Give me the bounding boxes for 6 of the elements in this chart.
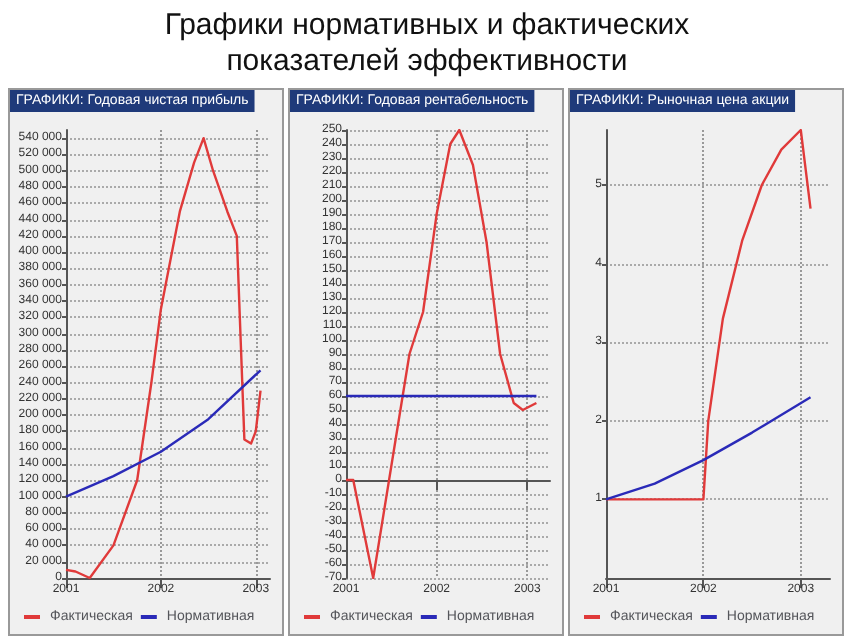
line-series (64, 136, 262, 580)
line-series (604, 128, 812, 501)
line-series (344, 128, 538, 580)
text: Графики нормативных и фактических показателей эффективности (162, 8, 692, 80)
line-series (604, 396, 812, 501)
line-series (64, 369, 262, 498)
